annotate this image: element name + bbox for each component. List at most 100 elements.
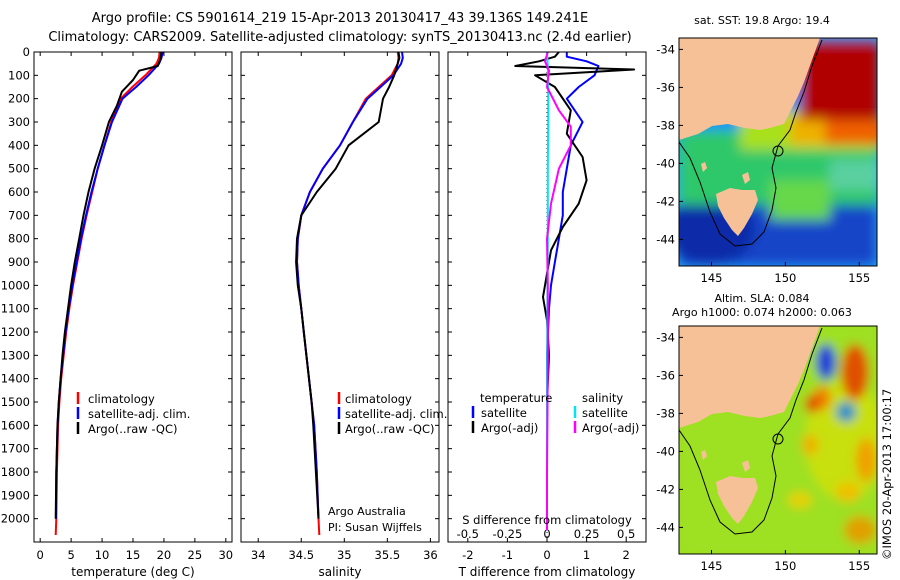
sst-field	[679, 38, 877, 266]
salinity-frame	[240, 51, 440, 543]
map-x-tick-label: 150	[774, 271, 796, 285]
sst-map-title: sat. SST: 19.8 Argo: 19.4	[694, 14, 830, 27]
difference-legend: temperature salinity satellite Argo(-adj…	[471, 391, 639, 435]
x-tick-label: 25	[188, 548, 203, 562]
temperature-axes: 0100200300400500600700800900100011001200…	[1, 45, 233, 562]
difference-xlabel-temperature: T difference from climatology	[458, 565, 636, 579]
sla-map: Altim. SLA: 0.084 Argo h1000: 0.074 h200…	[656, 292, 878, 573]
figure-title-line2: Climatology: CARS2009. Satellite-adjuste…	[48, 30, 631, 45]
sla-land-australia	[679, 326, 820, 428]
y-tick-label: 200	[8, 92, 30, 106]
x-tick-label: 34.5	[288, 548, 314, 562]
imos-timestamp: ©IMOS 20-Apr-2013 17:00:17	[880, 389, 894, 560]
salinity-profiles	[295, 52, 404, 536]
sla-land-flinders-island	[742, 460, 750, 472]
map-x-tick-label: 155	[848, 559, 870, 573]
x2-tick-label: -0.25	[493, 527, 523, 541]
salinity-annotation-line1: Argo Australia	[328, 505, 406, 518]
legend-label-s-satellite: satellite	[582, 406, 628, 420]
x-tick-label: 34	[251, 548, 266, 562]
y-tick-label: 1500	[1, 395, 30, 409]
x-tick-label: 2	[623, 548, 630, 562]
y-tick-label: 1200	[1, 325, 30, 339]
sst-map-frame	[678, 37, 878, 267]
y-tick-label: 1300	[1, 348, 30, 362]
figure-title-line1: Argo profile: CS 5901614_219 15-Apr-2013…	[92, 11, 588, 26]
salinity-legend: climatology satellite-adj. clim. Argo(..…	[337, 392, 447, 436]
series-line-temperature-argo-adj	[514, 52, 636, 531]
difference-profiles	[514, 52, 636, 531]
x-tick-label: -2	[462, 548, 473, 562]
map-x-tick-label: 145	[701, 559, 723, 573]
x-tick-label: 0	[543, 548, 550, 562]
x-tick-label: 5	[67, 548, 74, 562]
x-tick-label: 15	[126, 548, 141, 562]
map-y-tick-label: -42	[656, 482, 675, 496]
x-tick-label: -1	[502, 548, 513, 562]
sla-map-title-line2: Argo h1000: 0.074 h2000: 0.063	[672, 306, 852, 319]
y-tick-label: 100	[8, 68, 30, 82]
sla-land-tasmania	[716, 476, 758, 524]
x-tick-label: 0	[37, 548, 44, 562]
salinity-annotation-line2: PI: Susan Wijffels	[328, 521, 422, 534]
x-tick-label: 30	[218, 548, 233, 562]
x-tick-label: 35	[337, 548, 352, 562]
temperature-legend: climatology satellite-adj. clim. Argo(..…	[76, 392, 190, 436]
difference-panel: -2 -1 0 1 2 -0.5 -0.25 0 0.25 0.5 temperature sal…	[447, 51, 647, 579]
sla-map-frame	[678, 325, 878, 555]
y-tick-label: 1400	[1, 372, 30, 386]
map-y-tick-label: -42	[656, 194, 675, 208]
y-tick-label: 500	[8, 162, 30, 176]
x-tick-label: 10	[95, 548, 110, 562]
y-tick-label: 1700	[1, 442, 30, 456]
legend-label-satellite: satellite-adj. clim.	[88, 407, 190, 421]
difference-frame	[447, 51, 647, 543]
x-tick-label: 20	[157, 548, 172, 562]
legend-title-temperature: temperature	[480, 391, 552, 405]
map-y-tick-label: -36	[656, 80, 675, 94]
map-y-tick-label: -40	[656, 444, 675, 458]
map-x-tick-label: 155	[848, 271, 870, 285]
salinity-axes: 34 34.5 35 35.5 36	[241, 51, 439, 562]
series-line-argo-raw-qc	[54, 52, 163, 519]
sla-map-axes: 145 150 155 -34 -36 -38 -40 -42 -44	[656, 330, 870, 573]
y-tick-label: 300	[8, 115, 30, 129]
y-tick-label: 900	[8, 255, 30, 269]
temperature-frame	[33, 51, 233, 543]
sst-shelf-contour	[679, 39, 823, 247]
legend-label-t-argo: Argo(-adj)	[481, 421, 538, 435]
sst-argo-position-marker	[772, 145, 784, 157]
legend-label-climatology: climatology	[345, 392, 412, 406]
map-y-tick-label: -38	[656, 118, 675, 132]
difference-xlabel-salinity: S difference from climatology	[462, 513, 632, 527]
sst-land-flinders-island	[742, 172, 750, 184]
series-line-satellite-adj-clim	[296, 52, 404, 519]
series-line-climatology	[296, 52, 400, 536]
y-tick-label: 700	[8, 208, 30, 222]
sla-map-title-line1: Altim. SLA: 0.084	[714, 292, 809, 305]
map-x-tick-label: 145	[701, 271, 723, 285]
sst-land-australia	[679, 38, 820, 140]
map-y-tick-label: -40	[656, 156, 675, 170]
legend-title-salinity: salinity	[582, 391, 623, 405]
map-x-tick-label: 150	[774, 559, 796, 573]
temperature-xlabel: temperature (deg C)	[71, 565, 194, 579]
series-line-salinity-argo-adj	[544, 52, 572, 531]
y-tick-label: 1800	[1, 465, 30, 479]
x2-tick-label: 0	[543, 527, 550, 541]
map-y-tick-label: -44	[656, 232, 675, 246]
legend-label-s-argo: Argo(-adj)	[582, 421, 639, 435]
legend-label-argo: Argo(..raw -QC)	[345, 422, 435, 436]
salinity-xlabel: salinity	[318, 565, 361, 579]
sst-land-tasmania	[716, 188, 758, 236]
x2-tick-label: 0.25	[574, 527, 600, 541]
sla-shelf-contour	[679, 327, 823, 535]
legend-label-climatology: climatology	[88, 392, 155, 406]
y-tick-label: 600	[8, 185, 30, 199]
y-tick-label: 400	[8, 138, 30, 152]
series-line-temperature-satellite	[546, 52, 600, 531]
sst-map: sat. SST: 19.8 Argo: 19.4 14	[656, 14, 878, 285]
x-tick-label: 1	[583, 548, 590, 562]
legend-label-argo: Argo(..raw -QC)	[88, 422, 178, 436]
sst-map-axes: 145 150 155 -34 -36 -38 -40 -42 -44	[656, 42, 870, 285]
